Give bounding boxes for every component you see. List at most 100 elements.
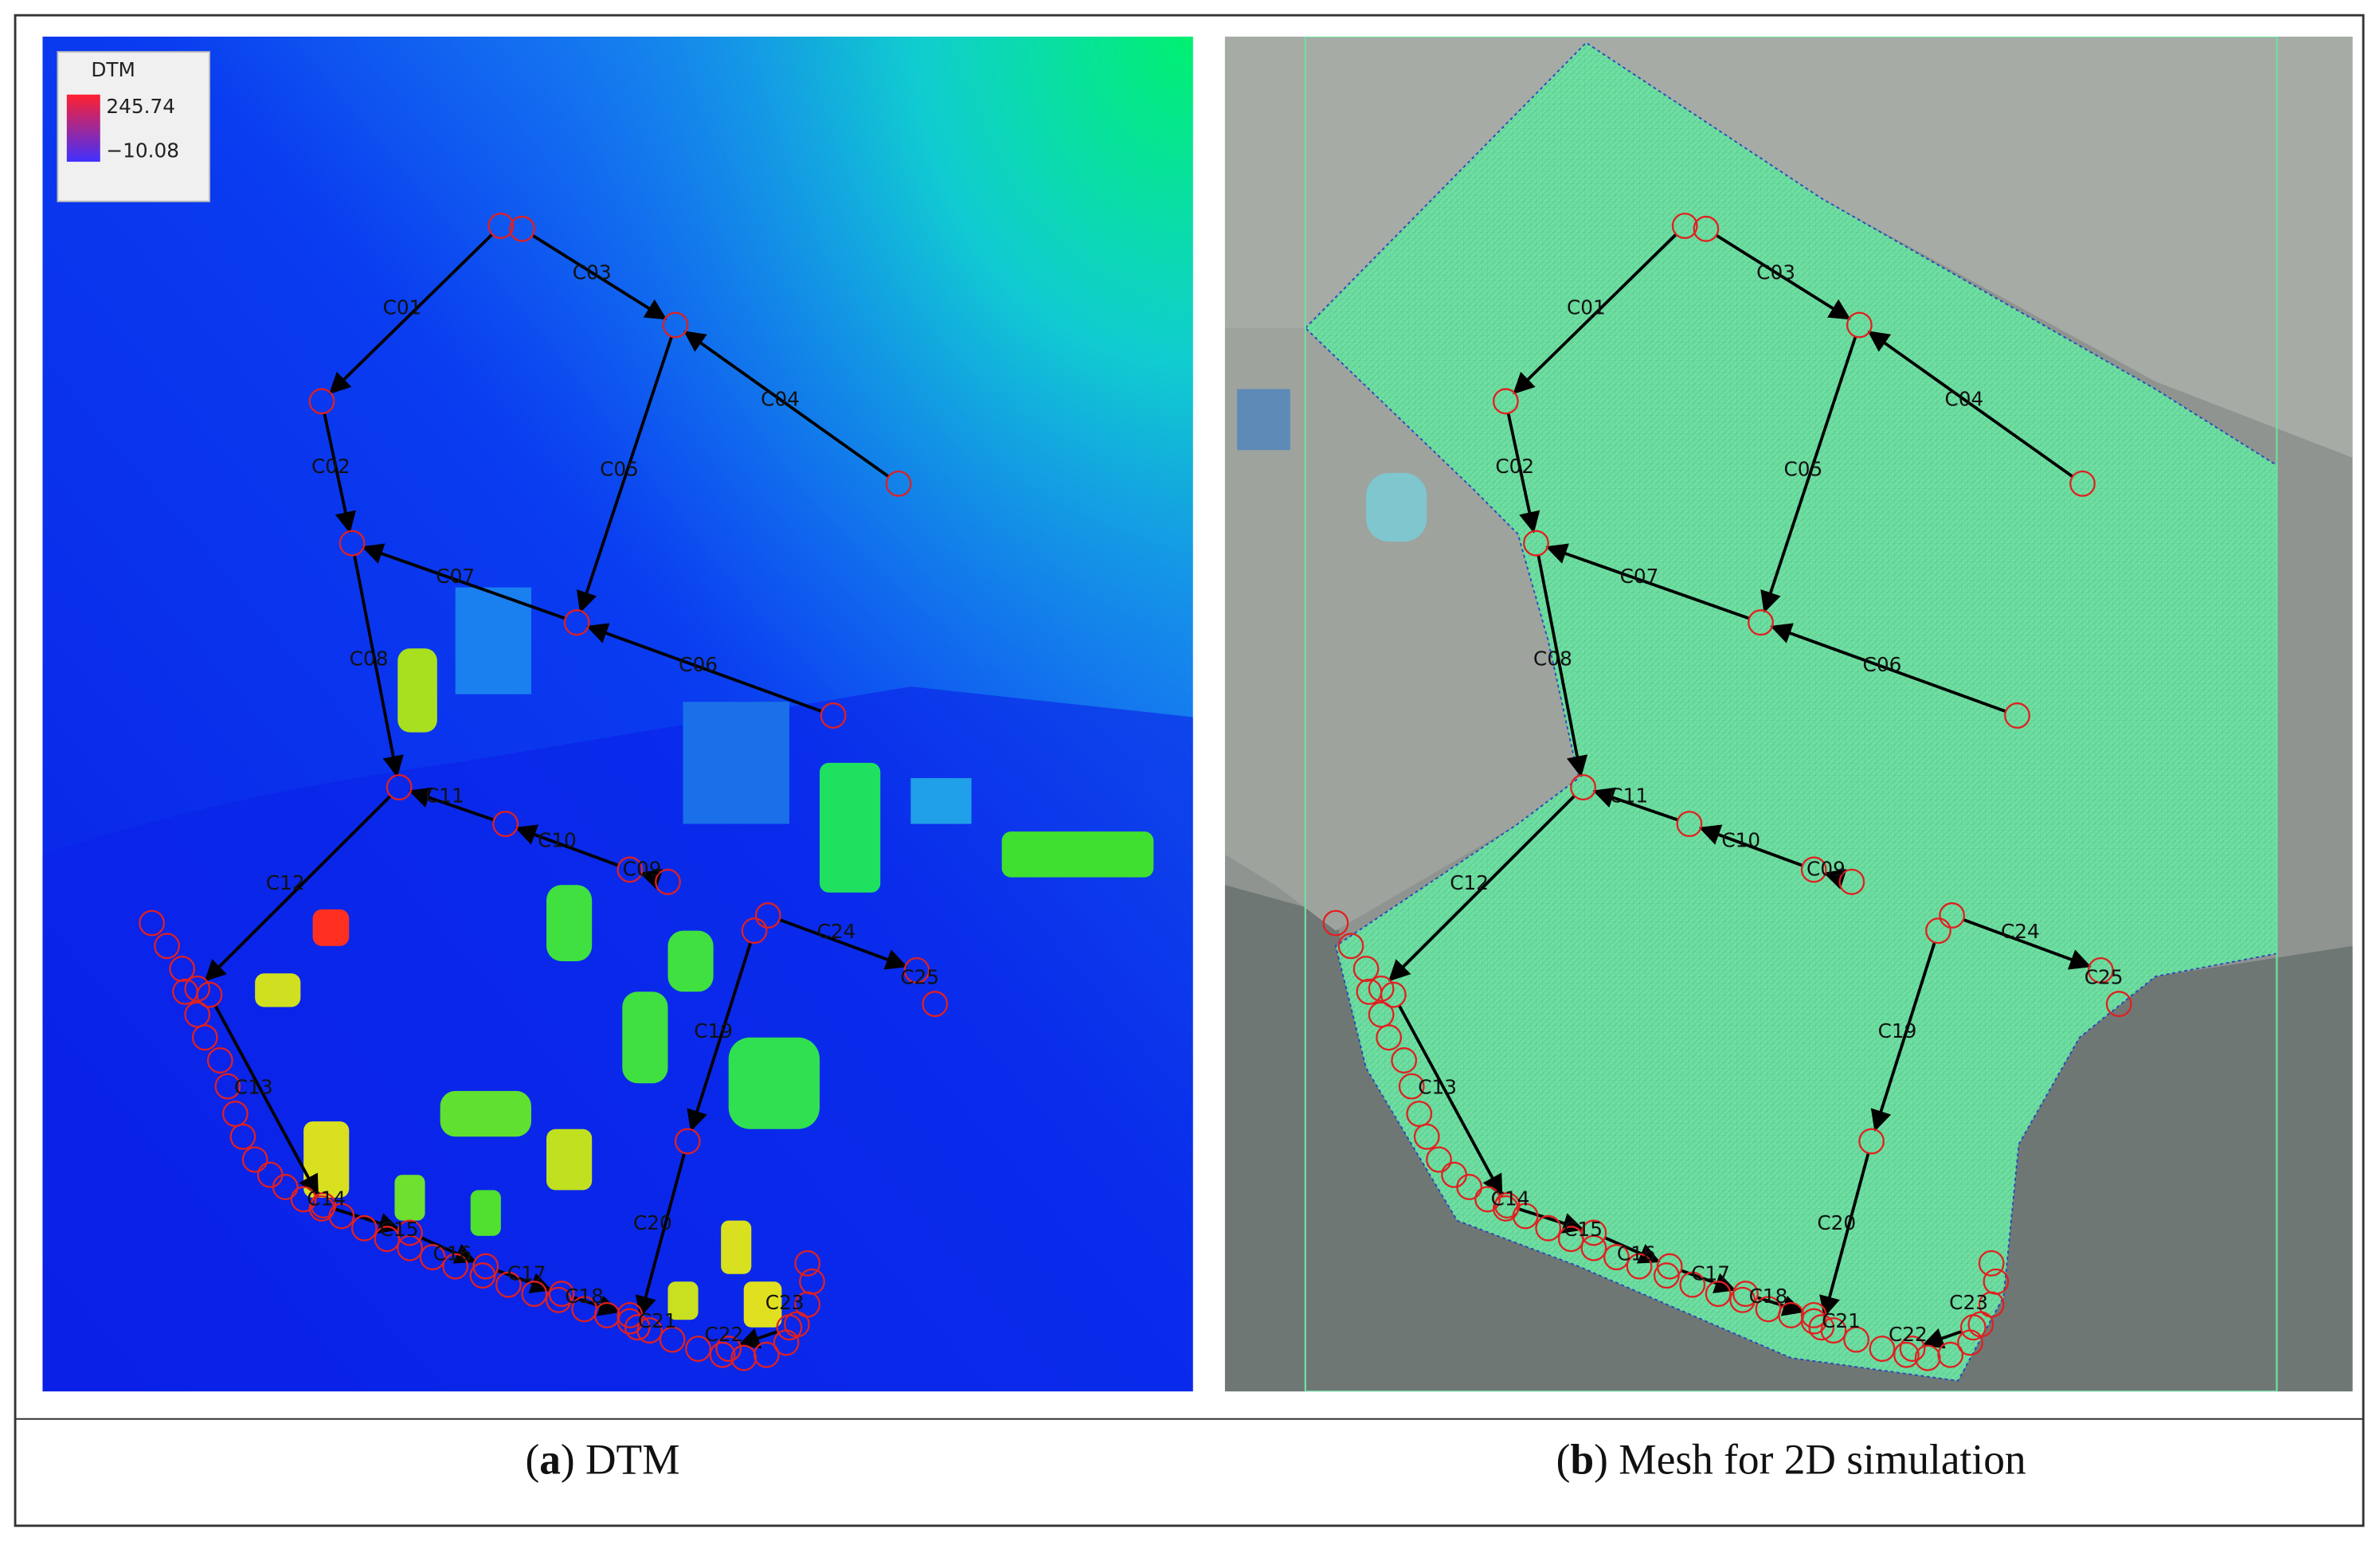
node bbox=[374, 1226, 401, 1253]
node bbox=[1426, 1146, 1452, 1173]
node bbox=[1843, 1326, 1869, 1353]
node bbox=[469, 1262, 496, 1289]
legend-max: 245.74 bbox=[106, 95, 175, 118]
conduit bbox=[1963, 917, 2092, 970]
node bbox=[2087, 956, 2114, 984]
conduit-label: C17 bbox=[507, 1261, 546, 1285]
conduit-label: C23 bbox=[765, 1291, 804, 1314]
conduit bbox=[1518, 1207, 1584, 1234]
node bbox=[487, 213, 515, 240]
conduit-label: C24 bbox=[817, 920, 856, 943]
conduit-label: C21 bbox=[638, 1309, 677, 1332]
node bbox=[492, 811, 519, 838]
conduit-label: C05 bbox=[600, 458, 639, 481]
caption-a: (a) DTM bbox=[525, 1436, 679, 1484]
node bbox=[784, 1311, 810, 1338]
node bbox=[741, 917, 768, 945]
node bbox=[214, 1073, 241, 1100]
node bbox=[685, 1336, 711, 1363]
conduit-label: C19 bbox=[1878, 1019, 1917, 1042]
node bbox=[339, 530, 366, 557]
node bbox=[1492, 388, 1519, 415]
node bbox=[139, 909, 165, 937]
node bbox=[308, 388, 335, 415]
node bbox=[1406, 1101, 1433, 1128]
conduit-label: C18 bbox=[565, 1285, 604, 1308]
node bbox=[617, 856, 644, 883]
conduit bbox=[515, 824, 620, 867]
conduit-label: C11 bbox=[425, 784, 464, 808]
node bbox=[184, 975, 211, 1002]
caption-b: (b) Mesh for 2D simulation bbox=[1556, 1436, 2026, 1484]
conduit-label: C08 bbox=[350, 647, 389, 670]
conduit-label: C04 bbox=[761, 388, 800, 411]
conduit bbox=[683, 330, 890, 479]
node bbox=[1846, 311, 1873, 338]
node bbox=[1800, 856, 1827, 883]
conduit-label: C25 bbox=[2084, 966, 2124, 989]
conduit bbox=[585, 623, 823, 714]
node bbox=[229, 1123, 256, 1150]
caption-part: ) Mesh for 2D simulation bbox=[1594, 1436, 2026, 1484]
node bbox=[794, 1250, 821, 1277]
conduit-label: C02 bbox=[1495, 455, 1534, 478]
conduit-label: C12 bbox=[1450, 871, 1489, 894]
node bbox=[662, 311, 689, 338]
node bbox=[730, 1344, 757, 1371]
conduit-label: C06 bbox=[679, 653, 718, 676]
conduit-label: C15 bbox=[380, 1218, 419, 1241]
node bbox=[1512, 1203, 1539, 1230]
conduit bbox=[204, 795, 392, 982]
node bbox=[1398, 1073, 1425, 1100]
node bbox=[659, 1326, 686, 1353]
conduit-label: C14 bbox=[1491, 1187, 1530, 1210]
node bbox=[617, 1301, 644, 1328]
conduit-label: C08 bbox=[1533, 647, 1572, 670]
conduit bbox=[1536, 554, 1588, 778]
node bbox=[922, 991, 949, 1018]
node bbox=[1748, 609, 1774, 636]
conduit bbox=[213, 1004, 319, 1197]
conduit bbox=[778, 917, 908, 970]
node bbox=[290, 1186, 317, 1213]
node bbox=[1939, 902, 1966, 929]
node bbox=[1967, 1311, 1994, 1338]
node bbox=[1679, 1271, 1706, 1298]
conduit-label: C21 bbox=[1822, 1309, 1861, 1332]
node bbox=[1456, 1174, 1483, 1201]
node bbox=[1869, 1336, 1896, 1363]
node bbox=[328, 1203, 355, 1230]
conduit bbox=[1680, 1269, 1736, 1293]
conduit bbox=[1388, 795, 1576, 982]
panel-a: DTM 245.74 −10.08 C01 C02 C03 C04 C05 C06 C07 C… bbox=[42, 36, 1193, 1392]
conduit bbox=[738, 1328, 779, 1349]
conduit-label: C10 bbox=[538, 828, 577, 851]
conduit-label: C20 bbox=[1817, 1211, 1856, 1234]
legend-min: −10.08 bbox=[106, 139, 179, 162]
conduit-label: C15 bbox=[1564, 1218, 1603, 1241]
conduit-label: C20 bbox=[633, 1211, 672, 1234]
legend-title: DTM bbox=[91, 58, 135, 81]
node bbox=[1474, 1186, 1501, 1213]
conduit bbox=[1513, 233, 1677, 395]
conduit-label: C01 bbox=[383, 296, 422, 319]
node bbox=[1820, 1317, 1847, 1344]
conduit-label: C10 bbox=[1721, 828, 1760, 851]
node bbox=[1800, 1301, 1827, 1328]
conduit-label: C01 bbox=[1567, 296, 1606, 319]
node bbox=[1732, 1281, 1759, 1308]
caption-label: a bbox=[539, 1436, 561, 1484]
conduit-label: C13 bbox=[1418, 1076, 1457, 1099]
node bbox=[509, 215, 535, 242]
node bbox=[172, 978, 198, 1005]
node bbox=[495, 1271, 522, 1298]
node bbox=[1337, 933, 1364, 960]
conduit bbox=[328, 233, 494, 395]
node bbox=[1535, 1214, 1562, 1242]
node bbox=[1676, 811, 1703, 838]
node bbox=[1368, 975, 1395, 1002]
conduit bbox=[1715, 233, 1851, 320]
conduit bbox=[1760, 336, 1857, 613]
conduit-label: C17 bbox=[1691, 1261, 1730, 1285]
